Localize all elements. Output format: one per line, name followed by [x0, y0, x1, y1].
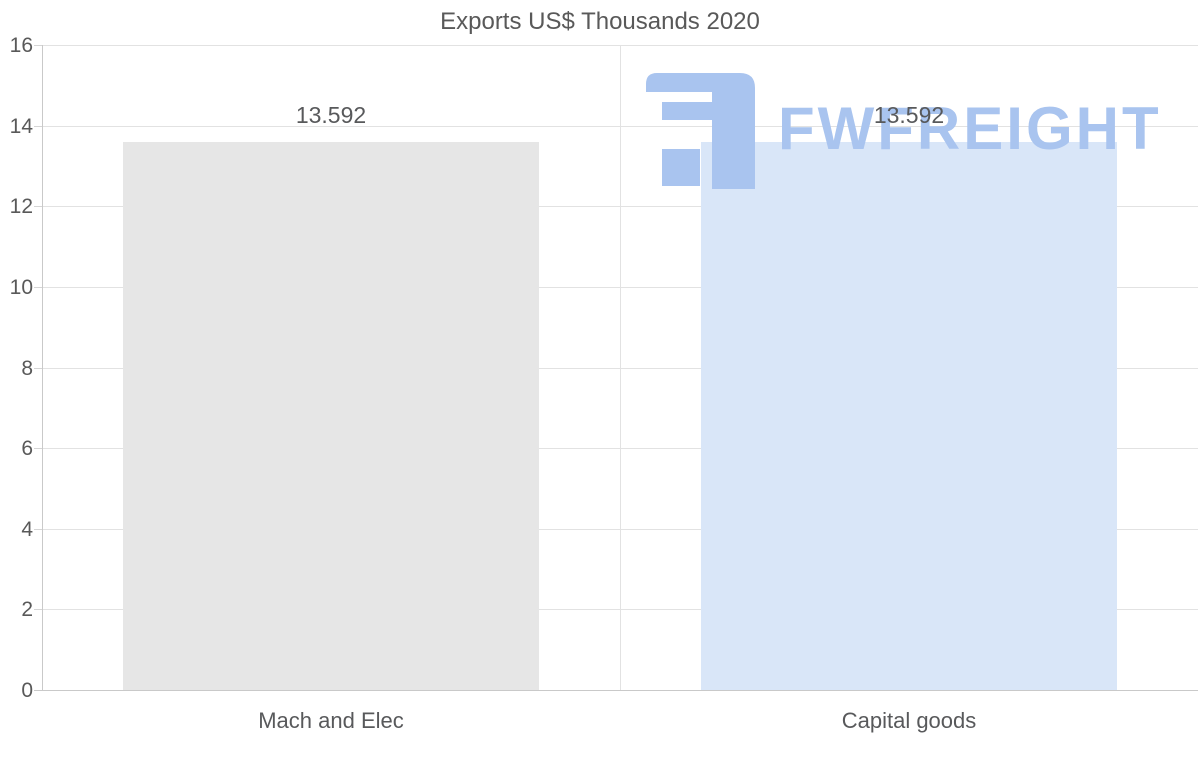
y-tick-mark	[34, 45, 42, 46]
y-tick-label: 16	[9, 34, 33, 57]
y-tick-label: 10	[9, 275, 33, 299]
bar-value-label: 13.592	[295, 102, 367, 129]
y-tick-mark	[34, 367, 42, 369]
y-tick-mark	[34, 125, 42, 127]
bar-value-label: 13.592	[873, 102, 945, 129]
y-tick-label: 8	[21, 356, 33, 380]
y-tick-mark	[34, 286, 42, 288]
y-tick-label: 4	[21, 517, 33, 541]
y-tick-mark	[34, 206, 42, 208]
category-boundary-gridline	[620, 45, 621, 690]
y-tick-mark	[34, 448, 42, 450]
y-tick-label: 12	[9, 195, 33, 219]
bar-capital-goods[interactable]	[701, 142, 1117, 690]
x-axis-line	[34, 690, 1198, 691]
x-category-label: Mach and Elec	[258, 708, 404, 733]
chart-title: Exports US$ Thousands 2020	[440, 8, 760, 35]
bar-mach-and-elec[interactable]	[123, 142, 539, 690]
y-tick-label: 14	[9, 114, 33, 138]
y-tick-label: 6	[21, 437, 33, 461]
y-tick-mark	[34, 609, 42, 611]
y-tick-label: 2	[21, 598, 33, 622]
y-axis-line	[42, 45, 43, 690]
y-tick-label: 0	[21, 679, 33, 702]
x-category-label: Capital goods	[841, 708, 977, 733]
y-tick-mark	[34, 528, 42, 530]
